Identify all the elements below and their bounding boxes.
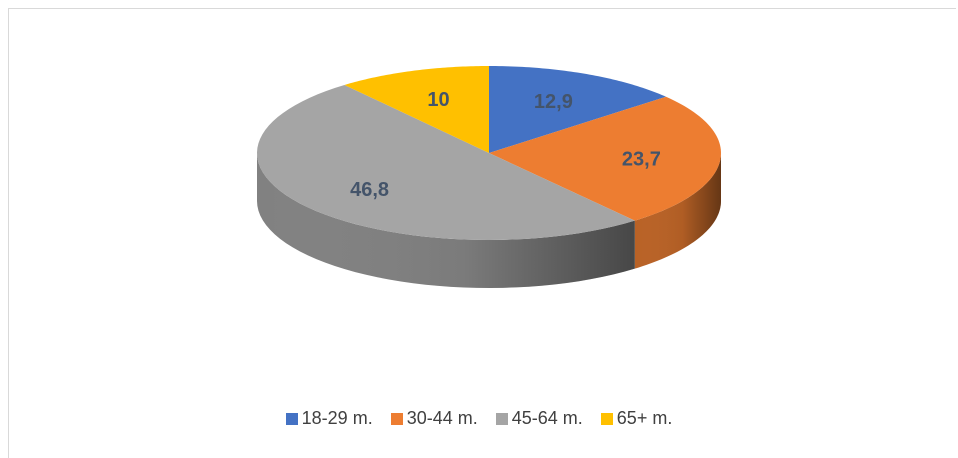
chart-legend: 18-29 m. 30-44 m. 45-64 m. 65+ m. [0,408,958,429]
data-label-30-44-m: 23,7 [622,148,661,170]
data-label-65-m: 10 [427,89,449,111]
legend-swatch [600,412,613,425]
pie-slice-45-64-m [257,84,635,240]
pie-side-shading-30-44-m [634,153,721,269]
data-label-45-64-m: 46,8 [350,179,389,201]
legend-swatch [390,412,403,425]
pie-slice-65-m [344,66,489,153]
legend-item-30-44-m: 30-44 m. [390,408,478,429]
legend-label: 30-44 m. [406,408,478,428]
pie-slice-30-44-m [489,96,721,221]
legend-item-45-64-m: 45-64 m. [495,408,583,429]
chart-area-border [8,8,956,458]
legend-swatch [285,412,298,425]
legend-label: 45-64 m. [511,408,583,428]
pie-side-shading-45-64-m [257,153,635,288]
legend-item-65-m: 65+ m. [600,408,673,429]
pie-slice-18-29-m [489,66,666,153]
legend-label: 65+ m. [616,408,673,428]
data-label-18-29-m: 12,9 [534,91,573,113]
legend-swatch [495,412,508,425]
legend-label: 18-29 m. [301,408,373,428]
legend-item-18-29-m: 18-29 m. [285,408,373,429]
